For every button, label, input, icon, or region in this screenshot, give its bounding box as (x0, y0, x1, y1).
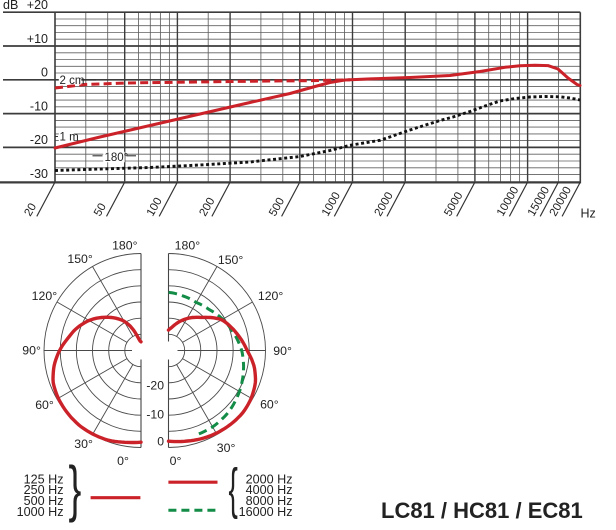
svg-text:4000 Hz: 4000 Hz (246, 483, 293, 497)
svg-text:30°: 30° (74, 437, 93, 451)
svg-text:90°: 90° (273, 344, 292, 358)
svg-text:Hz: Hz (581, 207, 596, 221)
svg-text:60°: 60° (260, 397, 279, 411)
svg-text:dB: dB (3, 0, 18, 12)
svg-text:-20: -20 (146, 379, 164, 393)
svg-text:0: 0 (41, 66, 48, 80)
svg-text:500 Hz: 500 Hz (24, 494, 64, 508)
svg-text:2000 Hz: 2000 Hz (246, 472, 293, 486)
svg-text:0: 0 (157, 435, 164, 449)
svg-text:LC81 / HC81 / EC81: LC81 / HC81 / EC81 (381, 498, 583, 523)
svg-text:0°: 0° (117, 454, 129, 468)
svg-text:250 Hz: 250 Hz (24, 483, 64, 497)
svg-text:-10: -10 (146, 408, 164, 422)
svg-text:1000 Hz: 1000 Hz (17, 505, 64, 519)
svg-text:90°: 90° (22, 344, 41, 358)
svg-text:180°: 180° (175, 239, 201, 253)
svg-text:150°: 150° (67, 252, 93, 266)
svg-text:-10: -10 (30, 99, 48, 113)
svg-text:0°: 0° (170, 454, 182, 468)
svg-text:125 Hz: 125 Hz (24, 472, 64, 486)
svg-text:20: 20 (22, 201, 39, 218)
svg-text:16000 Hz: 16000 Hz (239, 505, 293, 519)
svg-text:120°: 120° (32, 289, 58, 303)
svg-text:}: } (69, 453, 82, 523)
svg-text:+20: +20 (27, 0, 48, 12)
svg-text:1 m: 1 m (60, 132, 79, 144)
svg-text:+10: +10 (27, 32, 48, 46)
svg-text:{: { (229, 458, 238, 520)
svg-text:60°: 60° (35, 398, 54, 412)
svg-text:2 cm: 2 cm (60, 75, 85, 87)
svg-text:120°: 120° (258, 289, 284, 303)
svg-text:180°: 180° (112, 238, 138, 252)
svg-text:8000 Hz: 8000 Hz (246, 494, 293, 508)
svg-text:150°: 150° (218, 253, 244, 267)
svg-text:180°: 180° (105, 152, 129, 164)
svg-text:30°: 30° (217, 441, 236, 455)
svg-text:-20: -20 (30, 133, 48, 147)
svg-text:-30: -30 (30, 167, 48, 181)
svg-text:50: 50 (92, 201, 109, 218)
